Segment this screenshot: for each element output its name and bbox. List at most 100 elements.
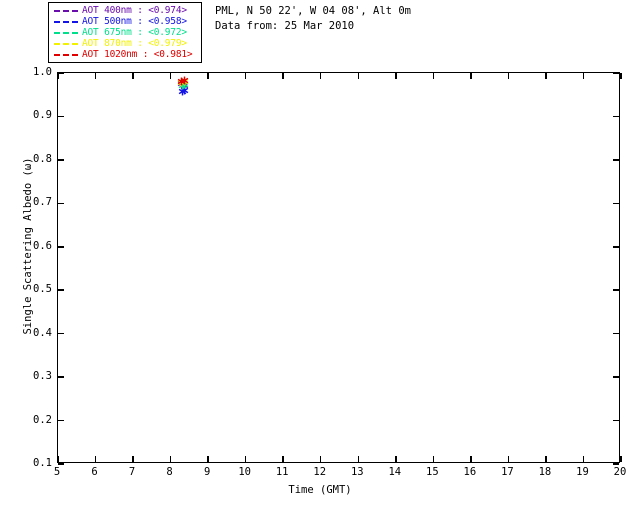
legend-line-swatch-icon [54, 42, 78, 45]
x-axis-tick [582, 456, 585, 462]
y-axis-tick-label: 0.2 [33, 413, 52, 426]
chart-header-annotation: PML, N 50 22', W 04 08', Alt 0m Data fro… [215, 4, 411, 34]
y-axis-tick [613, 115, 619, 118]
x-axis-tick-label: 15 [426, 466, 439, 478]
x-axis-tick-label: 10 [238, 466, 251, 478]
legend-item-label: AOT 675nm : <0.972> [82, 27, 187, 38]
x-axis-tick [545, 456, 547, 462]
x-axis-tick [545, 73, 547, 79]
x-axis-tick-label: 11 [275, 466, 289, 478]
x-axis-tick [319, 456, 322, 462]
data-point-marker [180, 76, 189, 85]
x-axis-tick [244, 456, 247, 462]
legend-item-label: AOT 400nm : <0.974> [82, 5, 187, 16]
x-axis-tick [507, 73, 510, 79]
x-axis-tick [395, 73, 397, 79]
y-axis-tick [58, 202, 64, 205]
y-axis-tick [58, 115, 64, 118]
x-axis-tick-label: 19 [576, 466, 589, 478]
x-axis-tick [207, 73, 209, 79]
x-axis-tick [94, 456, 97, 462]
x-axis-tick-label: 7 [128, 466, 136, 478]
x-axis-tick-label: 13 [350, 466, 364, 478]
legend-line-swatch-icon [54, 53, 78, 56]
y-axis-tick [58, 419, 64, 422]
x-axis-tick [582, 73, 585, 79]
x-axis-tick-label: 9 [203, 466, 211, 478]
x-axis-tick [432, 73, 435, 79]
x-axis-tick [244, 73, 247, 79]
legend-line-swatch-icon [54, 20, 78, 23]
legend-line-swatch-icon [54, 31, 78, 34]
y-axis-tick [613, 376, 619, 378]
x-axis-tick [432, 456, 435, 462]
legend-line-swatch-icon [54, 9, 78, 12]
x-axis-tick-label: 18 [538, 466, 552, 478]
legend: AOT 400nm : <0.974> AOT 500nm : <0.958> AO… [48, 2, 202, 63]
x-axis-tick [57, 456, 59, 462]
legend-item-1020nm: AOT 1020nm : <0.981> [49, 49, 201, 60]
y-axis-tick [58, 246, 64, 248]
y-axis-tick [58, 463, 64, 465]
x-axis-tick [132, 73, 134, 79]
y-axis-tick [613, 289, 619, 291]
x-axis-tick [169, 456, 172, 462]
y-axis-tick [58, 332, 64, 335]
x-axis-tick [207, 456, 209, 462]
x-axis-tick [357, 73, 360, 79]
y-axis-tick [613, 159, 619, 161]
x-axis-tick-label: 16 [463, 466, 477, 478]
x-axis-tick-label: 12 [313, 466, 327, 478]
y-axis-tick-label: 0.8 [33, 152, 52, 165]
y-axis-tick-label: 0.7 [33, 196, 52, 209]
y-axis-tick-label: 0.5 [33, 283, 52, 296]
x-axis-tick [620, 456, 622, 462]
site-location-line: PML, N 50 22', W 04 08', Alt 0m [215, 5, 411, 17]
y-axis-tick-label: 0.6 [33, 239, 52, 252]
x-axis-tick [169, 73, 172, 79]
legend-item-400nm: AOT 400nm : <0.974> [49, 5, 201, 16]
y-axis-tick [613, 419, 619, 422]
x-axis-tick [319, 73, 322, 79]
y-axis-tick [58, 72, 64, 74]
x-axis-tick [282, 73, 284, 79]
y-axis-tick [58, 289, 64, 291]
y-axis-tick [613, 72, 619, 74]
x-axis-tick-label: 6 [91, 466, 98, 478]
legend-item-675nm: AOT 675nm : <0.972> [49, 27, 201, 38]
x-axis-tick [57, 73, 59, 79]
y-axis-tick-label: 1.0 [33, 66, 52, 78]
x-axis-tick [94, 73, 97, 79]
x-axis-tick-label: 8 [166, 466, 173, 478]
y-axis-tick [58, 376, 64, 378]
x-axis-tick [507, 456, 510, 462]
x-axis-tick-label: 14 [388, 466, 402, 478]
y-axis-tick-label: 0.1 [33, 457, 52, 469]
y-axis-tick-label: 0.9 [33, 109, 52, 122]
x-axis-tick [282, 456, 284, 462]
data-date-line: Data from: 25 Mar 2010 [215, 20, 355, 32]
x-axis-tick [470, 73, 472, 79]
x-axis-tick-label: 17 [501, 466, 514, 478]
legend-item-870nm: AOT 870nm : <0.979> [49, 38, 201, 49]
legend-item-label: AOT 1020nm : <0.981> [82, 49, 193, 60]
legend-item-500nm: AOT 500nm : <0.958> [49, 16, 201, 27]
y-axis-tick [58, 159, 64, 161]
x-axis-tick [620, 73, 622, 79]
legend-item-label: AOT 870nm : <0.979> [82, 38, 187, 49]
y-axis-tick [613, 463, 619, 465]
y-axis-tick [613, 202, 619, 205]
plot-area [57, 72, 622, 465]
x-axis-tick [470, 456, 472, 462]
y-axis-tick [613, 246, 619, 248]
x-axis-title: Time (GMT) [288, 484, 352, 496]
x-axis-tick-label: 20 [613, 466, 627, 478]
x-axis-tick-label: 5 [53, 466, 61, 478]
legend-item-label: AOT 500nm : <0.958> [82, 16, 187, 27]
x-axis-tick [132, 456, 134, 462]
x-axis-tick [395, 456, 397, 462]
y-axis-tick-label: 0.3 [33, 370, 52, 383]
y-axis-tick-label: 0.4 [33, 326, 52, 339]
x-axis-tick [357, 456, 360, 462]
